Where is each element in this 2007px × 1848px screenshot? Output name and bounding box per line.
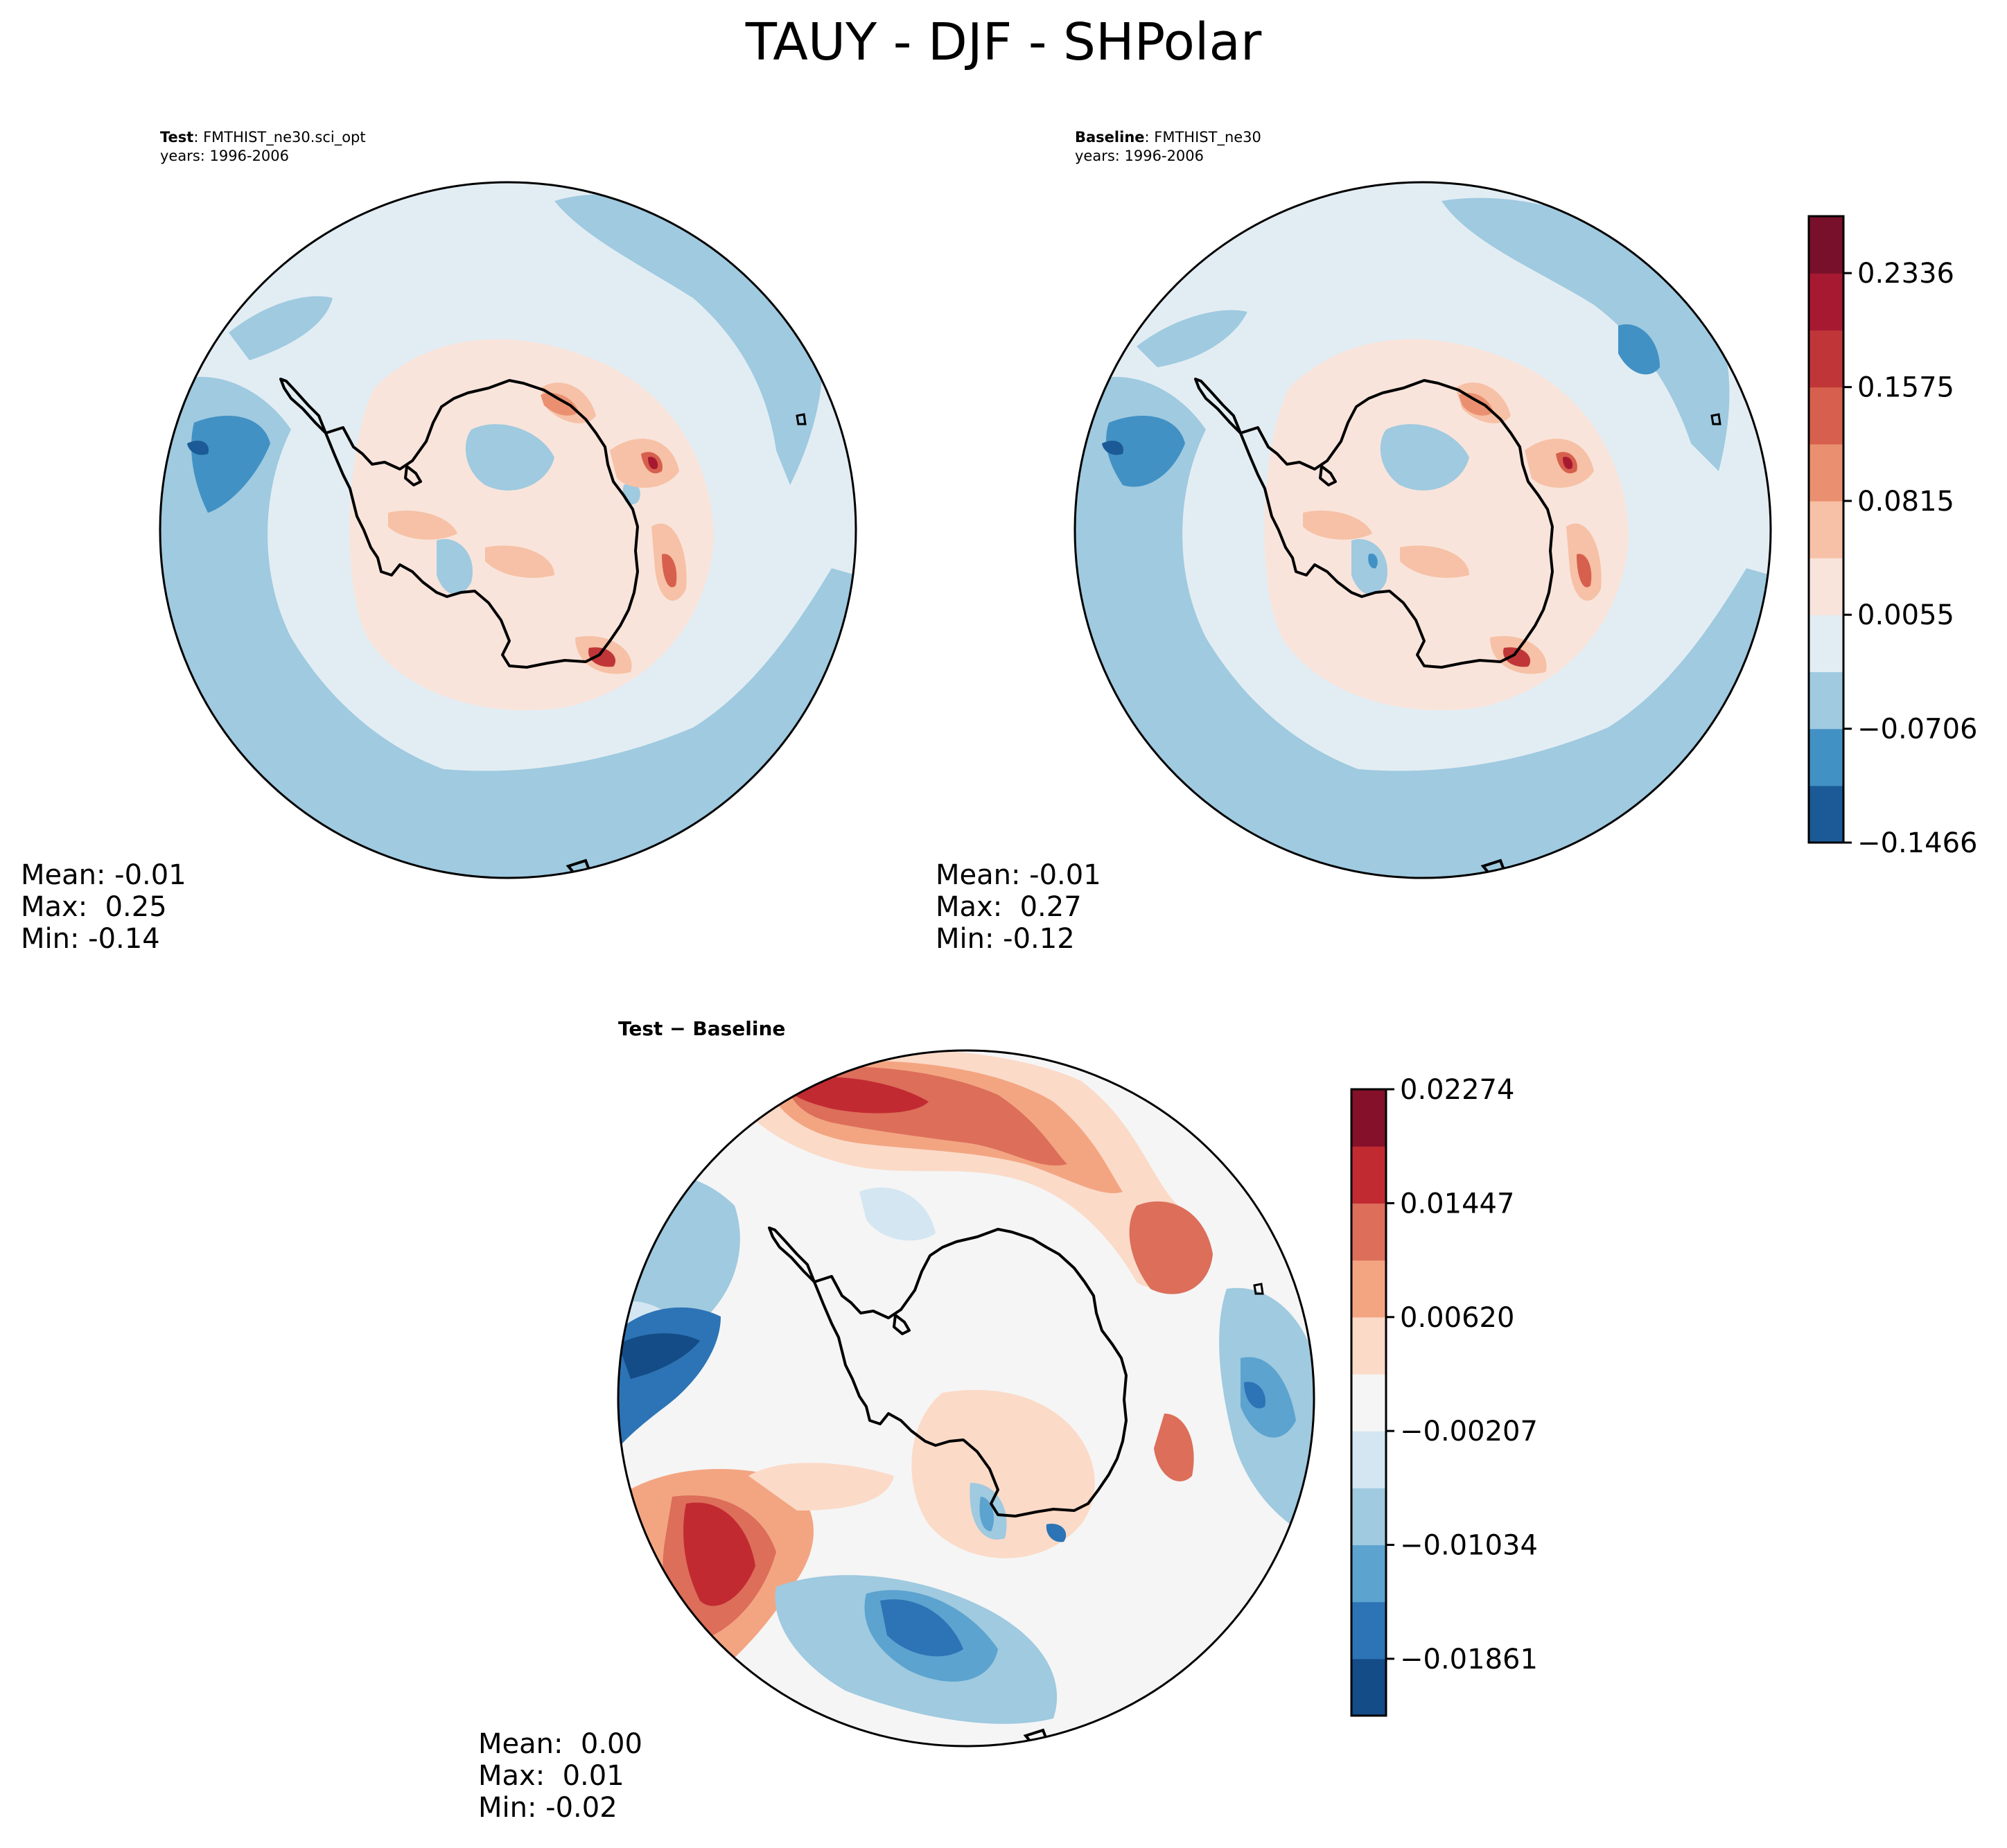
test-max: Max: 0.25 xyxy=(21,891,167,923)
main-colorbar-tick-label: 0.1575 xyxy=(1857,372,1954,404)
figure-title: TAUY - DJF - SHPolar xyxy=(745,12,1262,72)
main-colorbar-segment xyxy=(1809,558,1843,615)
main-colorbar-segment xyxy=(1809,330,1843,388)
diff-colorbar-segment xyxy=(1351,1203,1386,1261)
diff-colorbar-segment xyxy=(1351,1260,1386,1318)
test-title-bold: Test xyxy=(160,129,194,146)
diff-min: Min: -0.02 xyxy=(478,1792,617,1824)
test-map xyxy=(159,181,857,879)
diff-colorbar-segment xyxy=(1351,1317,1386,1375)
main-colorbar-frame xyxy=(1807,215,1845,844)
baseline-map xyxy=(1073,181,1772,879)
main-colorbar-tick-label: −0.1466 xyxy=(1857,827,1977,859)
main-colorbar-segment xyxy=(1809,216,1843,274)
main-colorbar-segment xyxy=(1809,615,1843,673)
diff-colorbar-segment xyxy=(1351,1146,1386,1204)
main-colorbar-segment xyxy=(1809,443,1843,502)
diff-colorbar-segment xyxy=(1351,1488,1386,1546)
test-title-case: FMTHIST_ne30.sci_opt xyxy=(203,129,366,146)
diff-max: Max: 0.01 xyxy=(478,1760,624,1792)
diff-colorbar: −0.01861 −0.01034 −0.00207 0.00620 0.01447 0.… xyxy=(1350,1074,1538,1717)
diff-colorbar-tick-label: 0.02274 xyxy=(1400,1074,1514,1106)
diff-stats: Mean: 0.00 Max: 0.01 Min: -0.02 xyxy=(478,1728,642,1824)
main-colorbar-segment xyxy=(1809,387,1843,445)
baseline-mean: Mean: -0.01 xyxy=(936,859,1101,891)
baseline-years: years: 1996-2006 xyxy=(1075,148,1204,164)
test-panel-title: Test: FMTHIST_ne30.sci_opt years: 1996-2… xyxy=(160,129,366,164)
diff-colorbar-tick-label: −0.00207 xyxy=(1400,1416,1538,1447)
baseline-min: Min: -0.12 xyxy=(936,923,1075,955)
diff-mean: Mean: 0.00 xyxy=(478,1728,642,1760)
baseline-max: Max: 0.27 xyxy=(936,891,1082,923)
main-colorbar-segment xyxy=(1809,273,1843,331)
main-colorbar-segment xyxy=(1809,785,1843,843)
main-colorbar-tick-label: 0.0055 xyxy=(1857,599,1954,631)
main-colorbar-tick-label: −0.0706 xyxy=(1857,714,1977,746)
main-colorbar-tick-label: 0.2336 xyxy=(1857,258,1954,290)
diff-colorbar-segment xyxy=(1351,1431,1386,1488)
main-colorbar: −0.1466 −0.0706 0.0055 0.0815 0.1575 0.2336 xyxy=(1807,215,1977,859)
diff-colorbar-segment xyxy=(1351,1373,1386,1432)
diff-map xyxy=(617,1049,1315,1748)
diff-colorbar-tick-label: −0.01034 xyxy=(1400,1530,1538,1562)
baseline-stats: Mean: -0.01 Max: 0.27 Min: -0.12 xyxy=(936,859,1101,955)
baseline-title-case: FMTHIST_ne30 xyxy=(1154,129,1261,146)
diff-colorbar-frame xyxy=(1350,1088,1387,1717)
main-colorbar-segment xyxy=(1809,671,1843,730)
test-min: Min: -0.14 xyxy=(21,923,160,955)
test-mean: Mean: -0.01 xyxy=(21,859,186,891)
main-colorbar-tick-label: 0.0815 xyxy=(1857,486,1954,518)
diff-colorbar-segment xyxy=(1351,1545,1386,1603)
main-colorbar-segment xyxy=(1809,728,1843,786)
test-years: years: 1996-2006 xyxy=(160,148,290,164)
diff-colorbar-segment xyxy=(1351,1658,1386,1716)
diff-colorbar-tick-label: 0.01447 xyxy=(1400,1188,1514,1220)
main-colorbar-segment xyxy=(1809,500,1843,558)
diff-colorbar-tick-label: 0.00620 xyxy=(1400,1302,1514,1334)
baseline-title-bold: Baseline xyxy=(1075,129,1145,146)
test-stats: Mean: -0.01 Max: 0.25 Min: -0.14 xyxy=(21,859,186,955)
baseline-panel-title: Baseline: FMTHIST_ne30 years: 1996-2006 xyxy=(1075,129,1261,164)
diff-colorbar-segment xyxy=(1351,1601,1386,1660)
diff-colorbar-tick-label: −0.01861 xyxy=(1400,1644,1538,1675)
diff-colorbar-segment xyxy=(1351,1089,1386,1147)
diff-panel-title: Test − Baseline xyxy=(618,1017,786,1040)
